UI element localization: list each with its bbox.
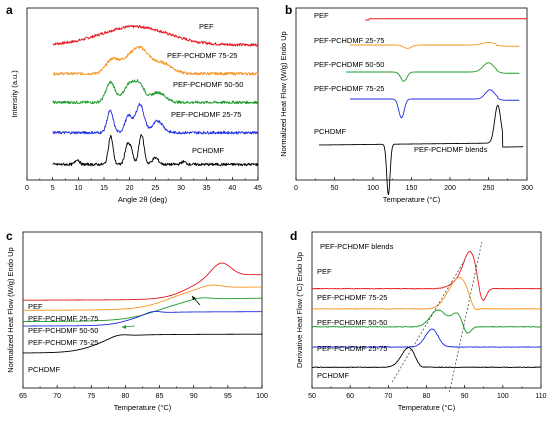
series-label: PEF-PCHDMF 25-75 xyxy=(317,344,387,353)
series-label: PEF-PCHDMF 50-50 xyxy=(317,318,387,327)
panel-letter-b: b xyxy=(285,3,292,17)
series-line-pef-pchdmf-25-75 xyxy=(311,328,542,348)
guide-dashed-line xyxy=(449,241,483,393)
x-tick-label: 0 xyxy=(25,185,29,192)
x-tick-label: 75 xyxy=(87,393,95,400)
x-axis-label: Temperature (°C) xyxy=(114,403,172,412)
x-tick-label: 5 xyxy=(51,185,55,192)
series-label: PEF xyxy=(317,267,332,276)
series-line-pef-pchdmf-50-50 xyxy=(311,309,542,334)
x-tick-label: 60 xyxy=(346,393,354,400)
series-label: PEF-PCHDMF 75-25 xyxy=(167,51,237,60)
series-label: PCHDMF xyxy=(192,146,224,155)
x-tick-label: 50 xyxy=(331,185,339,192)
series-line-pef-pchdmf-25-75 xyxy=(22,284,263,311)
x-tick-label: 100 xyxy=(367,185,379,192)
x-tick-label: 95 xyxy=(224,393,232,400)
panel-letter-c: c xyxy=(6,229,13,243)
x-axis-label: Angle 2θ (deg) xyxy=(118,195,168,204)
x-tick-label: 30 xyxy=(177,185,185,192)
x-tick-label: 90 xyxy=(190,393,198,400)
x-axis-label: Temperature (°C) xyxy=(398,403,456,412)
series-line-pef xyxy=(52,24,259,47)
x-tick-label: 80 xyxy=(122,393,130,400)
series-line-pef-pchdmf-75-25 xyxy=(311,276,542,311)
series-line-pef-pchdmf-75-25 xyxy=(349,89,520,119)
annotation-label: PEF-PCHDMF blends xyxy=(414,145,488,154)
series-label: PCHDMF xyxy=(28,365,60,374)
x-tick-label: 80 xyxy=(423,393,431,400)
series-line-pef-pchdmf-25-75 xyxy=(52,102,259,135)
series-label: PEF xyxy=(28,302,43,311)
x-tick-label: 40 xyxy=(228,185,236,192)
x-tick-label: 45 xyxy=(254,185,262,192)
x-tick-label: 10 xyxy=(74,185,82,192)
series-line-pef xyxy=(23,262,263,301)
series-label: PEF-PCHDMF 25-75 xyxy=(171,110,241,119)
series-line-pchdmf xyxy=(23,333,262,354)
y-axis-label: Intensity (a.u.) xyxy=(10,70,19,118)
series-label: PEF-PCHDMF 25-75 xyxy=(28,314,98,323)
x-tick-label: 90 xyxy=(461,393,469,400)
guide-dashed-line xyxy=(391,259,465,383)
series-line-pchdmf xyxy=(52,134,259,167)
series-line-pef xyxy=(365,18,528,21)
x-tick-label: 300 xyxy=(521,185,533,192)
arrow-head xyxy=(122,325,126,329)
x-tick-label: 15 xyxy=(100,185,108,192)
annotation-label: PEF-PCHDMF blends xyxy=(320,242,394,251)
x-tick-label: 250 xyxy=(483,185,495,192)
series-label: PEF-PCHDMF 75-25 xyxy=(28,338,98,347)
x-tick-label: 100 xyxy=(497,393,509,400)
series-line-pef-pchdmf-25-75 xyxy=(349,42,520,49)
series-line-pef-pchdmf-50-50 xyxy=(345,62,520,82)
plot-frame-b xyxy=(295,7,528,181)
series-label: PEF-PCHDMF 50-50 xyxy=(28,326,98,335)
series-label: PEF-PCHDMF 50-50 xyxy=(173,80,243,89)
series-label: PCHDMF xyxy=(317,371,349,380)
x-tick-label: 150 xyxy=(406,185,418,192)
panel-letter-a: a xyxy=(6,3,13,17)
plot-frame-d xyxy=(311,231,542,389)
series-label: PEF-PCHDMF 25-75 xyxy=(314,36,384,45)
series-label: PEF xyxy=(314,11,329,20)
x-tick-label: 65 xyxy=(19,393,27,400)
x-tick-label: 0 xyxy=(294,185,298,192)
x-tick-label: 110 xyxy=(535,393,546,400)
series-line-pef xyxy=(311,250,542,301)
x-axis-label: Temperature (°C) xyxy=(383,195,441,204)
series-label: PEF-PCHDMF 75-25 xyxy=(314,84,384,93)
x-tick-label: 100 xyxy=(256,393,268,400)
y-axis-label: Derivative Heat Flow (°C) Endo Up xyxy=(295,252,304,368)
y-axis-label: Normalized Heat Flow (W/g) Endo Up xyxy=(6,247,15,372)
x-tick-label: 85 xyxy=(156,393,164,400)
x-tick-label: 200 xyxy=(444,185,456,192)
x-tick-label: 35 xyxy=(203,185,211,192)
series-line-pchdmf xyxy=(311,347,542,369)
arrow-head xyxy=(192,296,196,300)
x-tick-label: 25 xyxy=(151,185,159,192)
series-line-pchdmf xyxy=(319,104,524,196)
panel-letter-d: d xyxy=(290,229,297,243)
series-label: PEF xyxy=(199,22,214,31)
x-tick-label: 70 xyxy=(384,393,392,400)
series-label: PEF-PCHDMF 50-50 xyxy=(314,60,384,69)
x-tick-label: 20 xyxy=(126,185,134,192)
series-label: PEF-PCHDMF 75-25 xyxy=(317,293,387,302)
x-tick-label: 50 xyxy=(308,393,316,400)
x-tick-label: 70 xyxy=(53,393,61,400)
y-axis-label: Normalized Heat Flow (W/g) Endo Up xyxy=(279,31,288,156)
series-line-pef-pchdmf-50-50 xyxy=(52,79,259,105)
series-line-pef-pchdmf-75-25 xyxy=(52,45,259,76)
series-label: PCHDMF xyxy=(314,127,346,136)
series-line-pef-pchdmf-75-25 xyxy=(23,310,262,327)
